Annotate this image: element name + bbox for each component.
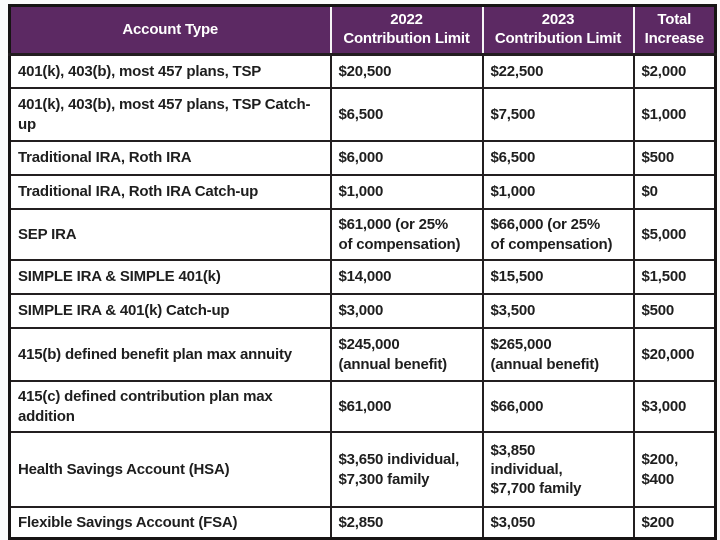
limit-2023-cell: $66,000 (or 25% of compensation) xyxy=(481,208,635,261)
table-row: Traditional IRA, Roth IRA Catch-up $1,000… xyxy=(8,174,717,210)
account-cell: SIMPLE IRA & 401(k) Catch-up xyxy=(8,293,332,329)
limit-2022-cell: $20,500 xyxy=(329,53,484,89)
table-row: 401(k), 403(b), most 457 plans, TSP $20,5… xyxy=(8,53,717,89)
increase-cell: $200, $400 xyxy=(632,431,717,508)
increase-cell: $1,500 xyxy=(632,259,717,295)
table-row: Flexible Savings Account (FSA) $2,850 $3,0… xyxy=(8,506,717,540)
account-cell: SEP IRA xyxy=(8,208,332,261)
header-2023-limit: 2023 Contribution Limit xyxy=(482,5,635,56)
limit-2023-cell: $3,850 individual, $7,700 family xyxy=(481,431,635,508)
account-cell: Traditional IRA, Roth IRA xyxy=(8,140,332,176)
limit-2023-cell: $3,050 xyxy=(481,506,635,540)
account-cell: 401(k), 403(b), most 457 plans, TSP Catc… xyxy=(8,87,332,142)
limit-2023-cell: $6,500 xyxy=(481,140,635,176)
account-cell: Traditional IRA, Roth IRA Catch-up xyxy=(8,174,332,210)
table-row: 415(b) defined benefit plan max annuity $… xyxy=(8,327,717,382)
table-row: SIMPLE IRA & 401(k) Catch-up $3,000 $3,500… xyxy=(8,293,717,329)
increase-cell: $500 xyxy=(632,140,717,176)
limit-2022-cell: $3,000 xyxy=(329,293,484,329)
increase-cell: $200 xyxy=(632,506,717,540)
account-cell: 415(c) defined contribution plan max add… xyxy=(8,380,332,433)
limit-2023-cell: $15,500 xyxy=(481,259,635,295)
contribution-limits-table: Account Type 2022 Contribution Limit 202… xyxy=(8,4,717,540)
limit-2022-cell: $61,000 (or 25% of compensation) xyxy=(329,208,484,261)
account-cell: Health Savings Account (HSA) xyxy=(8,431,332,508)
increase-cell: $0 xyxy=(632,174,717,210)
limit-2023-cell: $7,500 xyxy=(481,87,635,142)
table-row: 401(k), 403(b), most 457 plans, TSP Catc… xyxy=(8,87,717,142)
table-header: Account Type 2022 Contribution Limit 202… xyxy=(9,5,716,56)
table-row: 415(c) defined contribution plan max add… xyxy=(8,380,717,433)
increase-cell: $5,000 xyxy=(632,208,717,261)
limit-2022-cell: $6,000 xyxy=(329,140,484,176)
contribution-limits-table-wrap: Account Type 2022 Contribution Limit 202… xyxy=(8,4,717,540)
limit-2022-cell: $245,000 (annual benefit) xyxy=(329,327,484,382)
limit-2023-cell: $22,500 xyxy=(481,53,635,89)
increase-cell: $500 xyxy=(632,293,717,329)
limit-2022-cell: $1,000 xyxy=(329,174,484,210)
limit-2022-cell: $6,500 xyxy=(329,87,484,142)
increase-cell: $3,000 xyxy=(632,380,717,433)
limit-2023-cell: $66,000 xyxy=(481,380,635,433)
account-cell: SIMPLE IRA & SIMPLE 401(k) xyxy=(8,259,332,295)
header-account-type: Account Type xyxy=(9,5,332,56)
increase-cell: $1,000 xyxy=(632,87,717,142)
limit-2022-cell: $2,850 xyxy=(329,506,484,540)
limit-2022-cell: $3,650 individual, $7,300 family xyxy=(329,431,484,508)
increase-cell: $2,000 xyxy=(632,53,717,89)
limit-2023-cell: $1,000 xyxy=(481,174,635,210)
limit-2023-cell: $3,500 xyxy=(481,293,635,329)
table-body: 401(k), 403(b), most 457 plans, TSP $20,5… xyxy=(8,53,717,540)
table-row: SIMPLE IRA & SIMPLE 401(k) $14,000 $15,500… xyxy=(8,259,717,295)
account-cell: 401(k), 403(b), most 457 plans, TSP xyxy=(8,53,332,89)
header-total-increase: Total Increase xyxy=(633,5,716,56)
header-row: Account Type 2022 Contribution Limit 202… xyxy=(9,5,716,56)
table-row: SEP IRA $61,000 (or 25% of compensation) $… xyxy=(8,208,717,261)
limit-2022-cell: $61,000 xyxy=(329,380,484,433)
account-cell: 415(b) defined benefit plan max annuity xyxy=(8,327,332,382)
increase-cell: $20,000 xyxy=(632,327,717,382)
limit-2022-cell: $14,000 xyxy=(329,259,484,295)
table-row: Health Savings Account (HSA) $3,650 indiv… xyxy=(8,431,717,508)
account-cell: Flexible Savings Account (FSA) xyxy=(8,506,332,540)
limit-2023-cell: $265,000 (annual benefit) xyxy=(481,327,635,382)
table-row: Traditional IRA, Roth IRA $6,000 $6,500 $50… xyxy=(8,140,717,176)
header-2022-limit: 2022 Contribution Limit xyxy=(330,5,484,56)
